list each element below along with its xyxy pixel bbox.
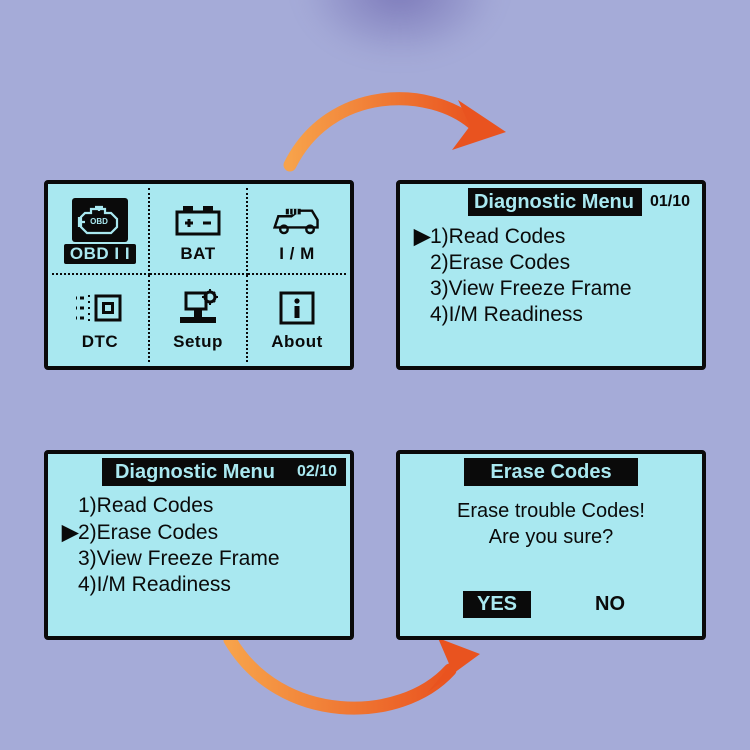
list-item[interactable]: 2)Erase Codes (414, 251, 692, 275)
list-item[interactable]: 1)Read Codes (62, 494, 340, 518)
list-item[interactable]: 3)View Freeze Frame (414, 277, 692, 301)
background-blur (300, 0, 500, 60)
screen-title: Diagnostic Menu (468, 188, 640, 216)
battery-icon (170, 198, 226, 242)
titlebar: Diagnostic Menu 01/10 (404, 188, 698, 216)
diagnostic-menu-screen-1: Diagnostic Menu 01/10 ▶1)Read Codes 2)Er… (396, 180, 706, 370)
menu-item-setup[interactable]: Setup (150, 275, 248, 362)
menu-label: DTC (82, 332, 118, 352)
menu-label: Setup (173, 332, 223, 352)
menu-label: OBD I I (70, 244, 130, 263)
list-item[interactable]: 3)View Freeze Frame (62, 547, 340, 571)
car-icon (269, 198, 325, 242)
menu-label: About (271, 332, 323, 352)
erase-confirm-screen: Erase Codes Erase trouble Codes! Are you… (396, 450, 706, 640)
info-icon (269, 286, 325, 330)
list-item[interactable]: 4)I/M Readiness (414, 303, 692, 327)
flow-arrow-top (260, 70, 520, 180)
main-menu-grid: OBD OBD I I BAT (52, 188, 346, 362)
menu-item-bat[interactable]: BAT (150, 188, 248, 275)
menu-list: ▶1)Read Codes 2)Erase Codes 3)View Freez… (414, 224, 692, 358)
menu-label: I / M (279, 244, 315, 264)
no-button[interactable]: NO (581, 591, 639, 618)
menu-item-obd[interactable]: OBD OBD I I (52, 188, 150, 275)
setup-icon (170, 286, 226, 330)
menu-label: BAT (180, 244, 215, 264)
screen-title: Erase Codes (464, 458, 638, 486)
page-indicator: 02/10 (288, 458, 346, 486)
list-item[interactable]: 4)I/M Readiness (62, 573, 340, 597)
titlebar: Diagnostic Menu 02/10 (52, 458, 346, 486)
svg-text:OBD: OBD (90, 217, 108, 226)
main-menu-screen: OBD OBD I I BAT (44, 180, 354, 370)
list-item[interactable]: ▶1)Read Codes (414, 224, 692, 249)
menu-item-dtc[interactable]: DTC (52, 275, 150, 362)
titlebar: Erase Codes (404, 458, 698, 486)
list-item[interactable]: ▶2)Erase Codes (62, 520, 340, 545)
dtc-icon (72, 286, 128, 330)
yes-button[interactable]: YES (463, 591, 531, 618)
engine-obd-icon: OBD (72, 198, 128, 242)
menu-item-im[interactable]: I / M (248, 188, 346, 275)
menu-list: 1)Read Codes ▶2)Erase Codes 3)View Freez… (62, 494, 340, 628)
menu-item-about[interactable]: About (248, 275, 346, 362)
diagnostic-menu-screen-2: Diagnostic Menu 02/10 1)Read Codes ▶2)Er… (44, 450, 354, 640)
page-indicator: 01/10 (640, 188, 698, 216)
screen-title: Diagnostic Menu (102, 458, 288, 486)
confirm-message: Erase trouble Codes! Are you sure? (400, 498, 702, 550)
